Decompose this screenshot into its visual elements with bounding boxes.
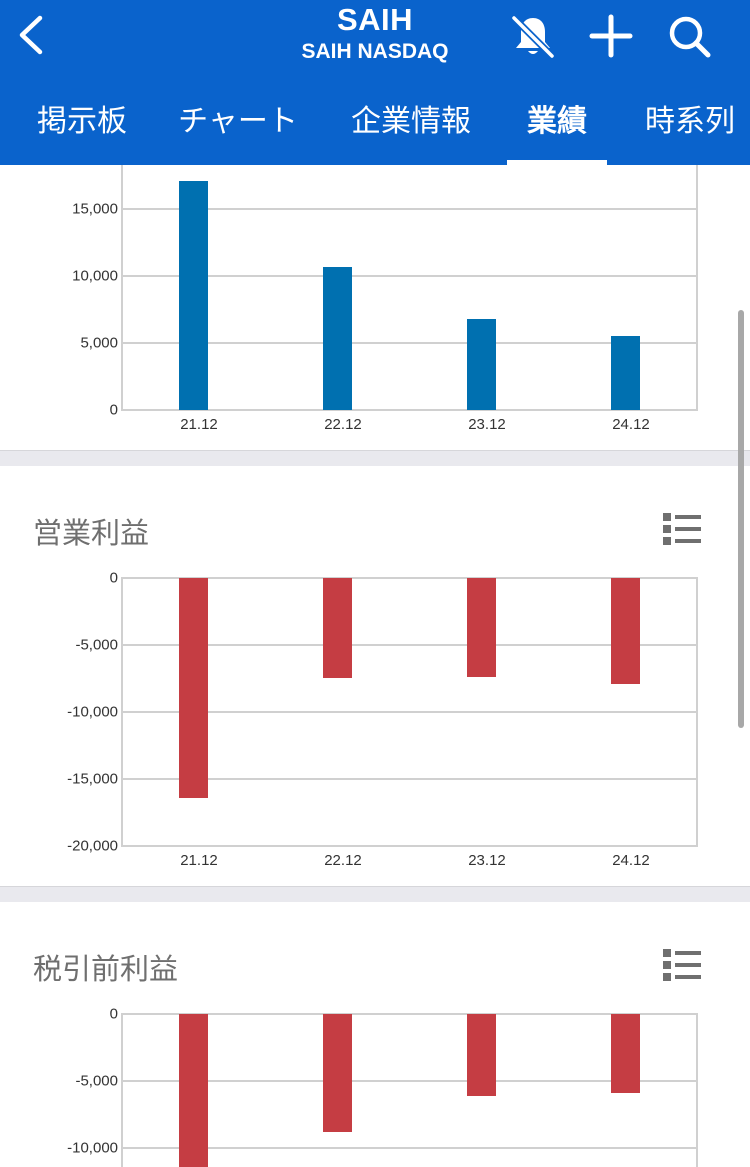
gridline bbox=[121, 1080, 697, 1082]
bar-23-12[interactable] bbox=[467, 319, 496, 410]
right-border bbox=[696, 577, 698, 847]
gridline bbox=[121, 711, 697, 713]
gridline bbox=[121, 644, 697, 646]
section-title: 営業利益 bbox=[33, 518, 150, 550]
tab-label: チャート bbox=[178, 105, 298, 138]
gridline bbox=[121, 275, 697, 277]
y-tick: 10,000 bbox=[72, 267, 118, 285]
vertical-scrollbar[interactable] bbox=[738, 310, 744, 728]
table-view-button[interactable] bbox=[663, 948, 701, 982]
gridline bbox=[121, 342, 697, 344]
x-tick: 23.12 bbox=[468, 416, 506, 433]
y-tick: -5,000 bbox=[75, 1072, 118, 1090]
tab-time-series[interactable]: 時系列 bbox=[636, 90, 744, 165]
section-divider bbox=[0, 886, 750, 902]
bar-21-12[interactable] bbox=[179, 181, 208, 410]
tab-bar: 掲示板 チャート 企業情報 業績 時系列 bbox=[0, 90, 750, 165]
y-tick: 0 bbox=[109, 569, 118, 587]
list-icon bbox=[663, 949, 701, 981]
x-tick: 22.12 bbox=[324, 416, 362, 433]
page-subtitle: SAIH NASDAQ bbox=[301, 40, 449, 63]
back-button[interactable] bbox=[14, 14, 54, 56]
pretax-income-chart: 0 -5,000 -10,000 bbox=[0, 902, 750, 1167]
bar-21-12[interactable] bbox=[179, 578, 208, 798]
tab-label: 時系列 bbox=[645, 105, 735, 138]
y-axis-line bbox=[121, 1013, 123, 1167]
tab-label: 掲示板 bbox=[37, 105, 127, 138]
x-tick: 21.12 bbox=[180, 852, 218, 869]
bar-21-12[interactable] bbox=[179, 1014, 208, 1167]
gridline bbox=[121, 208, 697, 210]
tab-label: 企業情報 bbox=[351, 105, 471, 138]
search-button[interactable] bbox=[664, 12, 714, 60]
y-tick: -20,000 bbox=[67, 837, 118, 855]
revenue-chart: 15,000 10,000 5,000 0 21.12 22.12 23.12 … bbox=[0, 165, 750, 450]
y-tick: -10,000 bbox=[67, 1139, 118, 1157]
gridline bbox=[121, 577, 697, 579]
x-tick: 23.12 bbox=[468, 852, 506, 869]
y-tick: -5,000 bbox=[75, 636, 118, 654]
bell-slash-icon bbox=[511, 15, 555, 59]
bar-22-12[interactable] bbox=[323, 267, 352, 410]
back-chevron-icon bbox=[19, 15, 43, 55]
bar-22-12[interactable] bbox=[323, 1014, 352, 1132]
tab-chart[interactable]: チャート bbox=[170, 90, 306, 165]
y-tick: -15,000 bbox=[67, 770, 118, 788]
y-tick: 0 bbox=[109, 1005, 118, 1023]
x-tick: 21.12 bbox=[180, 416, 218, 433]
operating-income-chart: 0 -5,000 -10,000 -15,000 -20,000 21.12 2… bbox=[0, 466, 750, 886]
title-block: SAIH SAIH NASDAQ bbox=[0, 2, 750, 66]
page-title: SAIH bbox=[336, 2, 414, 37]
gridline bbox=[121, 845, 697, 847]
x-tick: 22.12 bbox=[324, 852, 362, 869]
app-header: SAIH SAIH NASDAQ 掲示板 チャート 企業情報 bbox=[0, 0, 750, 165]
operating-income-section: 営業利益 0 -5,000 -10,000 -15,000 -20,000 21… bbox=[0, 466, 750, 886]
y-tick: 15,000 bbox=[72, 200, 118, 218]
x-tick: 24.12 bbox=[612, 416, 650, 433]
tab-earnings[interactable]: 業績 bbox=[507, 90, 607, 165]
bar-22-12[interactable] bbox=[323, 578, 352, 678]
table-view-button[interactable] bbox=[663, 512, 701, 546]
section-title: 税引前利益 bbox=[33, 954, 179, 986]
right-border bbox=[696, 165, 698, 411]
plus-icon bbox=[589, 14, 633, 58]
y-tick: 5,000 bbox=[80, 334, 118, 352]
bar-23-12[interactable] bbox=[467, 1014, 496, 1096]
tab-label: 業績 bbox=[527, 105, 587, 138]
x-tick: 24.12 bbox=[612, 852, 650, 869]
gridline bbox=[121, 778, 697, 780]
tab-message-board[interactable]: 掲示板 bbox=[28, 90, 136, 165]
bar-24-12[interactable] bbox=[611, 1014, 640, 1093]
gridline bbox=[121, 1013, 697, 1015]
bar-23-12[interactable] bbox=[467, 578, 496, 677]
list-icon bbox=[663, 513, 701, 545]
revenue-section: 15,000 10,000 5,000 0 21.12 22.12 23.12 … bbox=[0, 165, 750, 450]
add-button[interactable] bbox=[586, 12, 636, 60]
y-tick: -10,000 bbox=[67, 703, 118, 721]
pretax-income-section: 税引前利益 0 -5,000 -10,000 bbox=[0, 902, 750, 1167]
gridline bbox=[121, 409, 697, 411]
gridline bbox=[121, 1147, 697, 1149]
search-icon bbox=[669, 16, 711, 58]
right-border bbox=[696, 1013, 698, 1167]
bar-24-12[interactable] bbox=[611, 578, 640, 684]
bar-24-12[interactable] bbox=[611, 336, 640, 410]
alert-toggle-button[interactable] bbox=[508, 12, 558, 60]
y-axis-line bbox=[121, 165, 123, 411]
section-divider bbox=[0, 450, 750, 466]
tab-company-info[interactable]: 企業情報 bbox=[340, 90, 482, 165]
y-tick: 0 bbox=[109, 401, 118, 419]
tab-indicator bbox=[507, 160, 607, 165]
